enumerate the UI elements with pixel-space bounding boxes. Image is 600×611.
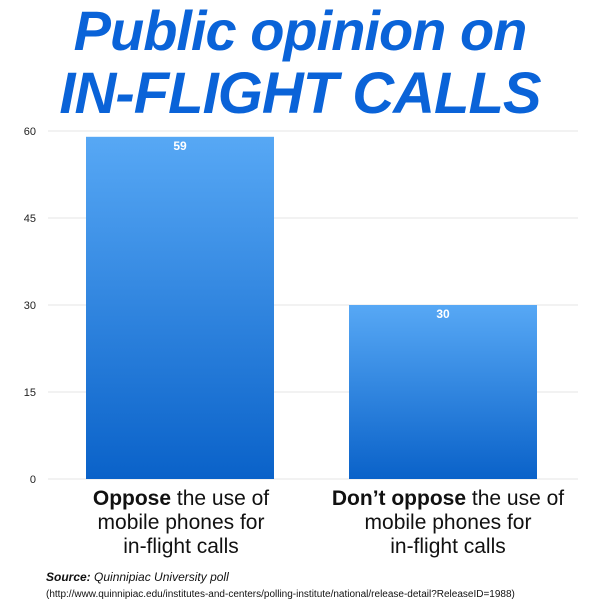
chart-title-line2: IN-FLIGHT CALLS bbox=[59, 61, 541, 126]
bar-value-label-1: 59 bbox=[173, 139, 187, 153]
source-note: Source: Quinnipiac University poll bbox=[46, 570, 229, 584]
category-2-bold: Don’t oppose bbox=[331, 487, 467, 510]
category-label-1: Oppose the use of mobile phones for in-f… bbox=[66, 487, 296, 559]
y-tick-label-2: 30 bbox=[24, 300, 36, 312]
category-2-line3: in-flight calls bbox=[390, 535, 506, 558]
bar-2 bbox=[349, 305, 537, 479]
category-2-rest: the use of bbox=[466, 487, 565, 510]
category-label-2: Don’t oppose the use of mobile phones fo… bbox=[310, 487, 586, 559]
bar-1 bbox=[86, 136, 274, 480]
y-tick-label-0: 0 bbox=[30, 474, 36, 486]
category-2-line2: mobile phones for bbox=[364, 511, 532, 534]
category-1-line3: in-flight calls bbox=[123, 535, 239, 558]
y-tick-label-1: 15 bbox=[24, 387, 36, 399]
y-tick-label-3: 45 bbox=[24, 213, 36, 225]
source-label: Source: bbox=[46, 570, 91, 584]
category-1-line2: mobile phones for bbox=[97, 511, 265, 534]
source-url: (http://www.quinnipiac.edu/institutes-an… bbox=[46, 589, 515, 600]
chart-title-line1: Public opinion on bbox=[73, 0, 528, 62]
y-tick-label-4: 60 bbox=[24, 126, 36, 138]
bar-value-label-2: 30 bbox=[436, 307, 450, 321]
category-1-bold: Oppose bbox=[92, 487, 172, 510]
category-1-rest: the use of bbox=[171, 487, 270, 510]
source-text: Quinnipiac University poll bbox=[90, 570, 229, 584]
